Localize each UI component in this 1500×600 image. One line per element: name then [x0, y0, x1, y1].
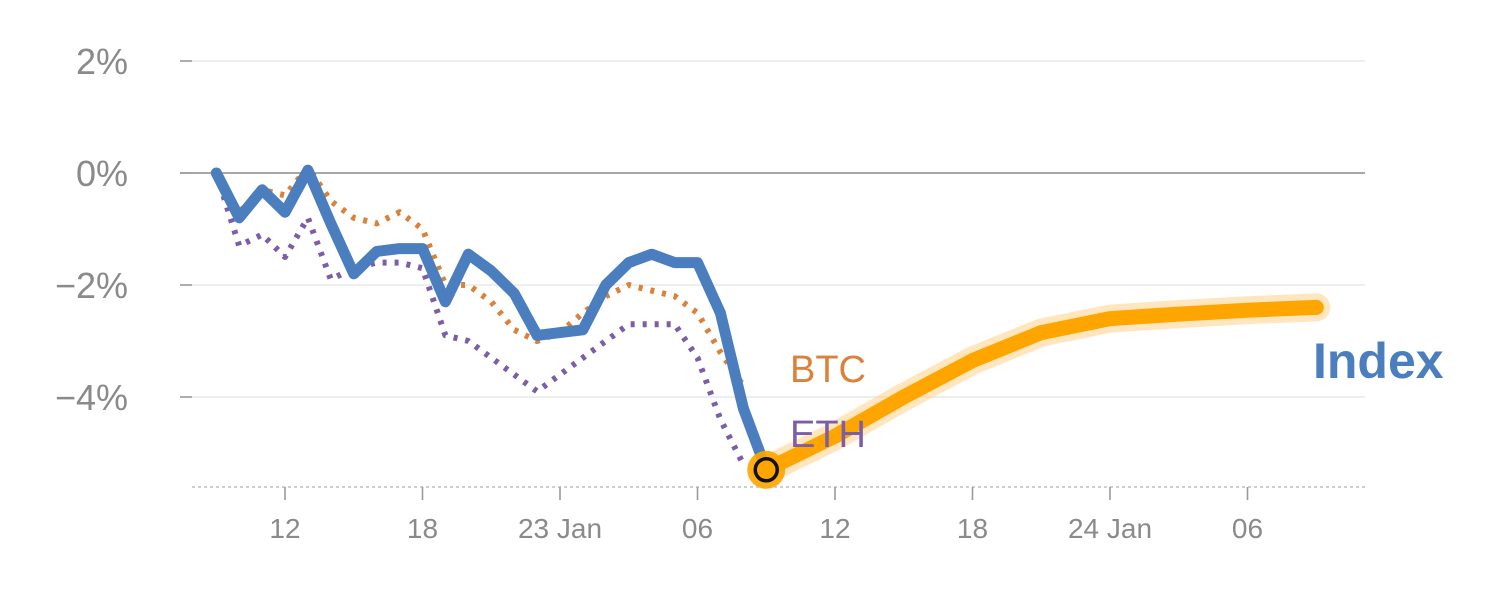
gridlines: [180, 60, 1365, 398]
y-tick-label: 0%: [76, 153, 128, 194]
current-point-marker: [753, 457, 779, 483]
x-tick-label: 24 Jan: [1068, 513, 1152, 544]
x-tick-label: 23 Jan: [518, 513, 602, 544]
series-label-btc: BTC: [790, 349, 866, 391]
series-label-eth: ETH: [790, 414, 866, 456]
x-tick-label: 12: [819, 513, 850, 544]
eth-line: [213, 172, 746, 466]
x-tick-label: 12: [269, 513, 300, 544]
y-tick-label: −4%: [55, 377, 128, 418]
index-line: [210, 164, 772, 476]
markers: [747, 450, 786, 489]
series-lines: [210, 164, 1331, 484]
y-axis: 2% 0% −2% −4%: [55, 41, 192, 418]
y-tick-label: 2%: [76, 41, 128, 82]
x-tick-label: 06: [682, 513, 713, 544]
x-tick-label: 06: [1232, 513, 1263, 544]
x-tick-label: 18: [407, 513, 438, 544]
series-label-index: Index: [1313, 333, 1444, 389]
x-axis: 12 18 23 Jan 06 12 18 24 Jan 06: [192, 486, 1365, 544]
index-forecast-line: [758, 299, 1324, 478]
y-tick-label: −2%: [55, 265, 128, 306]
x-tick-label: 18: [957, 513, 988, 544]
series-labels: BTC ETH Index: [790, 333, 1444, 456]
